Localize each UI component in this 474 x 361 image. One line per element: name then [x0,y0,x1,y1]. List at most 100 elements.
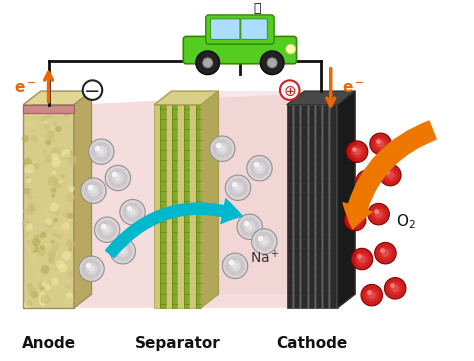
Circle shape [51,277,59,286]
Circle shape [66,292,73,300]
Circle shape [69,151,73,155]
Circle shape [222,253,248,279]
Circle shape [368,203,389,225]
FancyBboxPatch shape [183,36,297,64]
Circle shape [48,250,56,258]
Circle shape [44,120,48,125]
Text: −: − [84,82,100,101]
Text: 🌿: 🌿 [254,1,261,14]
Circle shape [42,244,47,248]
Circle shape [32,203,39,210]
Circle shape [110,239,136,264]
Polygon shape [292,105,294,308]
Circle shape [46,219,55,229]
Circle shape [350,145,364,158]
Circle shape [27,240,33,246]
Circle shape [68,270,73,275]
Circle shape [98,149,104,155]
Circle shape [225,175,251,200]
Circle shape [51,153,59,160]
Circle shape [113,242,133,261]
Circle shape [120,248,126,254]
Circle shape [237,214,263,239]
Circle shape [63,109,70,116]
Circle shape [203,58,213,68]
Circle shape [228,178,248,197]
Polygon shape [74,91,355,308]
Polygon shape [309,105,314,308]
Circle shape [40,299,46,306]
Circle shape [89,266,94,272]
Circle shape [49,280,54,285]
Polygon shape [294,105,299,308]
Circle shape [26,300,32,306]
Circle shape [370,133,391,155]
Circle shape [51,240,55,244]
Circle shape [66,118,71,123]
Polygon shape [287,91,355,105]
Polygon shape [189,105,196,308]
Circle shape [38,292,47,300]
Circle shape [41,265,50,274]
Circle shape [61,174,65,178]
Polygon shape [196,105,201,308]
Circle shape [41,282,46,287]
FancyBboxPatch shape [206,15,274,44]
Circle shape [53,225,62,234]
Circle shape [66,216,73,222]
Circle shape [247,156,272,181]
Circle shape [22,135,29,142]
Circle shape [217,143,228,155]
Polygon shape [219,91,355,294]
Circle shape [67,155,77,165]
Polygon shape [23,105,74,113]
Circle shape [67,273,73,278]
Circle shape [120,200,145,225]
FancyArrowPatch shape [343,121,436,229]
Circle shape [358,255,366,263]
Circle shape [115,175,121,181]
Polygon shape [316,105,321,308]
Circle shape [254,162,265,174]
Polygon shape [307,105,309,308]
Circle shape [232,182,244,193]
Circle shape [44,123,51,130]
Polygon shape [321,105,323,308]
Circle shape [229,260,241,272]
Circle shape [42,149,47,153]
Circle shape [51,229,58,236]
Circle shape [51,242,60,251]
Circle shape [219,146,225,152]
FancyBboxPatch shape [210,19,240,39]
Circle shape [346,141,368,162]
Circle shape [45,139,51,145]
Circle shape [33,201,41,209]
Circle shape [36,137,44,144]
Circle shape [69,186,74,192]
Circle shape [28,244,35,252]
Circle shape [45,284,51,291]
Circle shape [213,139,232,158]
Circle shape [101,224,113,236]
Circle shape [252,229,277,254]
Circle shape [25,164,34,174]
Polygon shape [299,105,301,308]
Circle shape [24,169,30,175]
Circle shape [374,210,383,218]
Circle shape [67,280,73,286]
Circle shape [23,208,29,214]
Circle shape [44,212,50,218]
Circle shape [33,234,42,243]
Circle shape [235,185,241,191]
Polygon shape [186,41,293,59]
Polygon shape [201,91,219,308]
Circle shape [64,155,67,158]
Circle shape [95,146,107,157]
Circle shape [365,288,379,302]
Circle shape [48,257,55,264]
Circle shape [23,158,32,167]
Circle shape [26,176,31,180]
Polygon shape [301,105,307,308]
Circle shape [225,256,245,276]
Circle shape [348,213,362,227]
